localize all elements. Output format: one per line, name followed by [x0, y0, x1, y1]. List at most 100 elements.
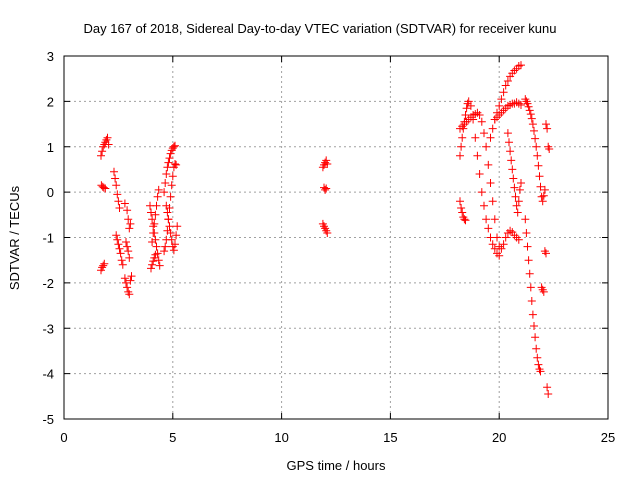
data-point	[112, 181, 121, 190]
data-point	[124, 247, 133, 256]
data-point	[497, 95, 506, 104]
data-point	[456, 151, 464, 160]
data-point	[525, 269, 534, 278]
data-point	[110, 167, 118, 176]
x-axis-label: GPS time / hours	[287, 458, 386, 473]
data-point	[545, 145, 554, 153]
data-point	[167, 181, 176, 190]
data-point	[126, 276, 135, 285]
data-point	[533, 151, 542, 160]
data-point	[475, 170, 484, 178]
data-point	[172, 231, 181, 240]
data-point	[528, 120, 537, 129]
data-point	[482, 215, 491, 224]
data-point	[499, 240, 508, 249]
data-point	[486, 133, 495, 142]
data-point	[528, 310, 537, 319]
data-point	[151, 250, 160, 259]
data-point	[165, 222, 174, 231]
data-point	[530, 126, 538, 135]
data-point	[172, 160, 181, 169]
data-point	[493, 233, 501, 242]
y-axis-label: SDTVAR / TECUs	[7, 185, 22, 290]
x-tick-label: 10	[274, 430, 288, 445]
data-point	[480, 201, 488, 210]
data-point	[147, 208, 155, 217]
data-point	[512, 201, 521, 210]
data-point	[104, 140, 113, 149]
data-point	[160, 247, 169, 256]
data-point	[151, 210, 160, 219]
data-point	[125, 224, 134, 233]
data-point	[477, 188, 486, 197]
data-point	[475, 111, 484, 119]
data-point	[488, 124, 497, 133]
data-point	[542, 249, 550, 258]
data-point	[149, 229, 158, 237]
data-point	[524, 102, 533, 111]
data-point	[462, 104, 471, 113]
series-group	[97, 133, 113, 275]
data-point	[526, 110, 535, 119]
data-point	[495, 101, 504, 110]
series-group	[490, 98, 525, 217]
x-tick-label: 5	[169, 430, 176, 445]
data-point	[171, 240, 179, 249]
data-point	[533, 353, 542, 362]
data-point	[154, 256, 163, 265]
chart-title: Day 167 of 2018, Sidereal Day-to-day VTE…	[83, 21, 556, 36]
data-point	[497, 244, 506, 253]
data-point	[477, 117, 486, 126]
data-point	[98, 147, 107, 156]
series-group	[521, 215, 553, 398]
data-point	[323, 160, 332, 168]
data-point	[154, 185, 163, 194]
data-point	[162, 170, 171, 178]
data-point	[466, 101, 475, 110]
data-point	[171, 160, 179, 168]
data-point	[103, 133, 112, 142]
data-point	[152, 201, 161, 210]
data-point	[507, 156, 516, 165]
y-tick-label: 3	[47, 49, 54, 64]
x-tick-label: 0	[60, 430, 67, 445]
data-point	[457, 204, 466, 212]
data-point	[111, 174, 120, 183]
data-point	[163, 226, 172, 235]
data-point	[484, 160, 493, 169]
data-point	[169, 142, 178, 151]
data-point	[543, 383, 552, 392]
data-point	[162, 235, 171, 244]
data-point	[515, 185, 524, 194]
data-point	[461, 111, 470, 119]
data-point	[148, 260, 157, 269]
data-point	[521, 215, 530, 224]
data-point	[513, 208, 522, 217]
y-tick-label: 2	[47, 94, 54, 109]
data-point	[113, 190, 122, 199]
data-point	[523, 99, 532, 108]
data-point	[501, 81, 510, 90]
data-point	[120, 274, 129, 283]
data-point	[531, 333, 540, 342]
data-point	[540, 185, 549, 194]
data-point	[532, 344, 541, 353]
data-point	[457, 142, 466, 151]
data-point	[527, 114, 536, 123]
data-point	[517, 101, 525, 109]
data-point	[161, 179, 170, 187]
data-point	[112, 231, 121, 240]
data-point	[517, 61, 525, 70]
data-point	[503, 129, 512, 138]
data-point	[155, 261, 164, 270]
data-point	[101, 184, 110, 193]
data-point	[531, 134, 540, 143]
data-point	[150, 253, 159, 262]
series-group	[456, 97, 504, 260]
data-point	[538, 197, 547, 206]
y-tick-label: -3	[42, 321, 54, 336]
data-point	[525, 106, 534, 115]
